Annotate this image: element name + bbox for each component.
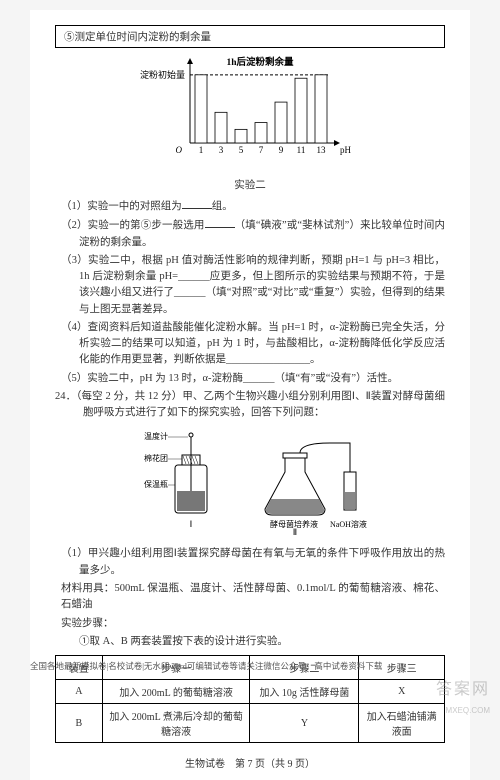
table-cell: 加入 200mL 的葡萄糖溶液 (102, 680, 250, 704)
table-cell: X (359, 680, 445, 704)
svg-text:13: 13 (317, 145, 327, 155)
q2-pre: （2）实验一的第⑤步一般选用 (61, 220, 205, 231)
bar-chart: 淀粉初始量1h后淀粉剩余量135791113pHO (55, 56, 445, 174)
q24-step1: ①取 A、B 两套装置按下表的设计进行实验。 (61, 634, 445, 650)
q24-part1: （1）甲兴趣小组利用图Ⅰ装置探究酵母菌在有氧与无氧的条件下呼吸作用放出的热量多少… (61, 546, 445, 579)
svg-text:1h后淀粉剩余量: 1h后淀粉剩余量 (226, 56, 294, 68)
q24-steps-label: 实验步骤： (61, 616, 445, 632)
svg-text:保温瓶: 保温瓶 (144, 479, 168, 489)
svg-text:3: 3 (219, 145, 224, 155)
q1-post: 组。 (212, 201, 233, 212)
watermark-brand: 答案网 (436, 675, 490, 699)
table-cell: 加入石蜡油铺满液面 (359, 704, 445, 743)
svg-text:Ⅰ: Ⅰ (190, 519, 193, 529)
table-cell: A (56, 680, 103, 704)
question-4: （4）查阅资料后知道盐酸能催化淀粉水解。当 pH=1 时，α-淀粉酶已完全失活，… (61, 320, 445, 369)
table-cell: Y (250, 704, 359, 743)
watermark-url: MXEQ.COM (446, 706, 490, 715)
svg-text:温度计: 温度计 (144, 431, 168, 441)
q24-materials: 材料用具：500mL 保温瓶、温度计、活性酵母菌、0.1mol/L 的葡萄糖溶液… (61, 581, 445, 614)
svg-text:9: 9 (279, 145, 284, 155)
question-1: （1）实验一中的对照组为 组。 (61, 198, 445, 215)
question-3: （3）实验二中，根据 pH 值对酶活性影响的规律判断，预期 pH=1 与 pH=… (61, 253, 445, 318)
svg-text:1: 1 (199, 145, 204, 155)
svg-text:7: 7 (259, 145, 264, 155)
table-cell: 加入 10g 活性酵母菌 (250, 680, 359, 704)
page-footer: 生物试卷 第 7 页（共 9 页） (55, 755, 445, 770)
svg-text:淀粉初始量: 淀粉初始量 (140, 69, 185, 80)
q1-blank (182, 198, 212, 209)
boxed-instruction: ⑤测定单位时间内淀粉的剩余量 (55, 25, 445, 48)
table-row: A加入 200mL 的葡萄糖溶液加入 10g 活性酵母菌X (56, 680, 445, 704)
svg-text:11: 11 (297, 145, 306, 155)
q2-blank (205, 217, 235, 228)
svg-text:棉花团: 棉花团 (144, 453, 168, 463)
footer-note: 全国各地最新模拟卷|名校试卷|无水印word可编辑试卷等请关注微信公众号：高中试… (30, 660, 382, 672)
table-row: B加入 200mL 煮沸后冷却的葡萄糖溶液Y加入石蜡油铺满液面 (56, 704, 445, 743)
question-5: （5）实验二中，pH 为 13 时，α-淀粉酶______（填“有”或“没有”）… (61, 371, 445, 387)
table-cell: B (56, 704, 103, 743)
question-24-lead: 24．（每空 2 分，共 12 分）甲、乙两个生物兴趣小组分别利用图Ⅰ、Ⅱ装置对… (55, 389, 445, 422)
chart-caption: 实验二 (55, 177, 445, 192)
svg-text:5: 5 (239, 145, 244, 155)
svg-text:NaOH溶液: NaOH溶液 (330, 519, 367, 529)
table-cell: 加入 200mL 煮沸后冷却的葡萄糖溶液 (102, 704, 250, 743)
svg-text:Ⅱ: Ⅱ (293, 527, 297, 537)
svg-text:pH: pH (340, 145, 352, 155)
svg-text:O: O (176, 145, 183, 155)
apparatus-diagram: 温度计棉花团保温瓶Ⅰ酵母菌培养液NaOH溶液Ⅱ (55, 427, 445, 540)
q1-pre: （1）实验一中的对照组为 (61, 201, 182, 212)
question-2: （2）实验一的第⑤步一般选用（填“碘液”或“斐林试剂”）来比较单位时间内淀粉的剩… (61, 217, 445, 251)
